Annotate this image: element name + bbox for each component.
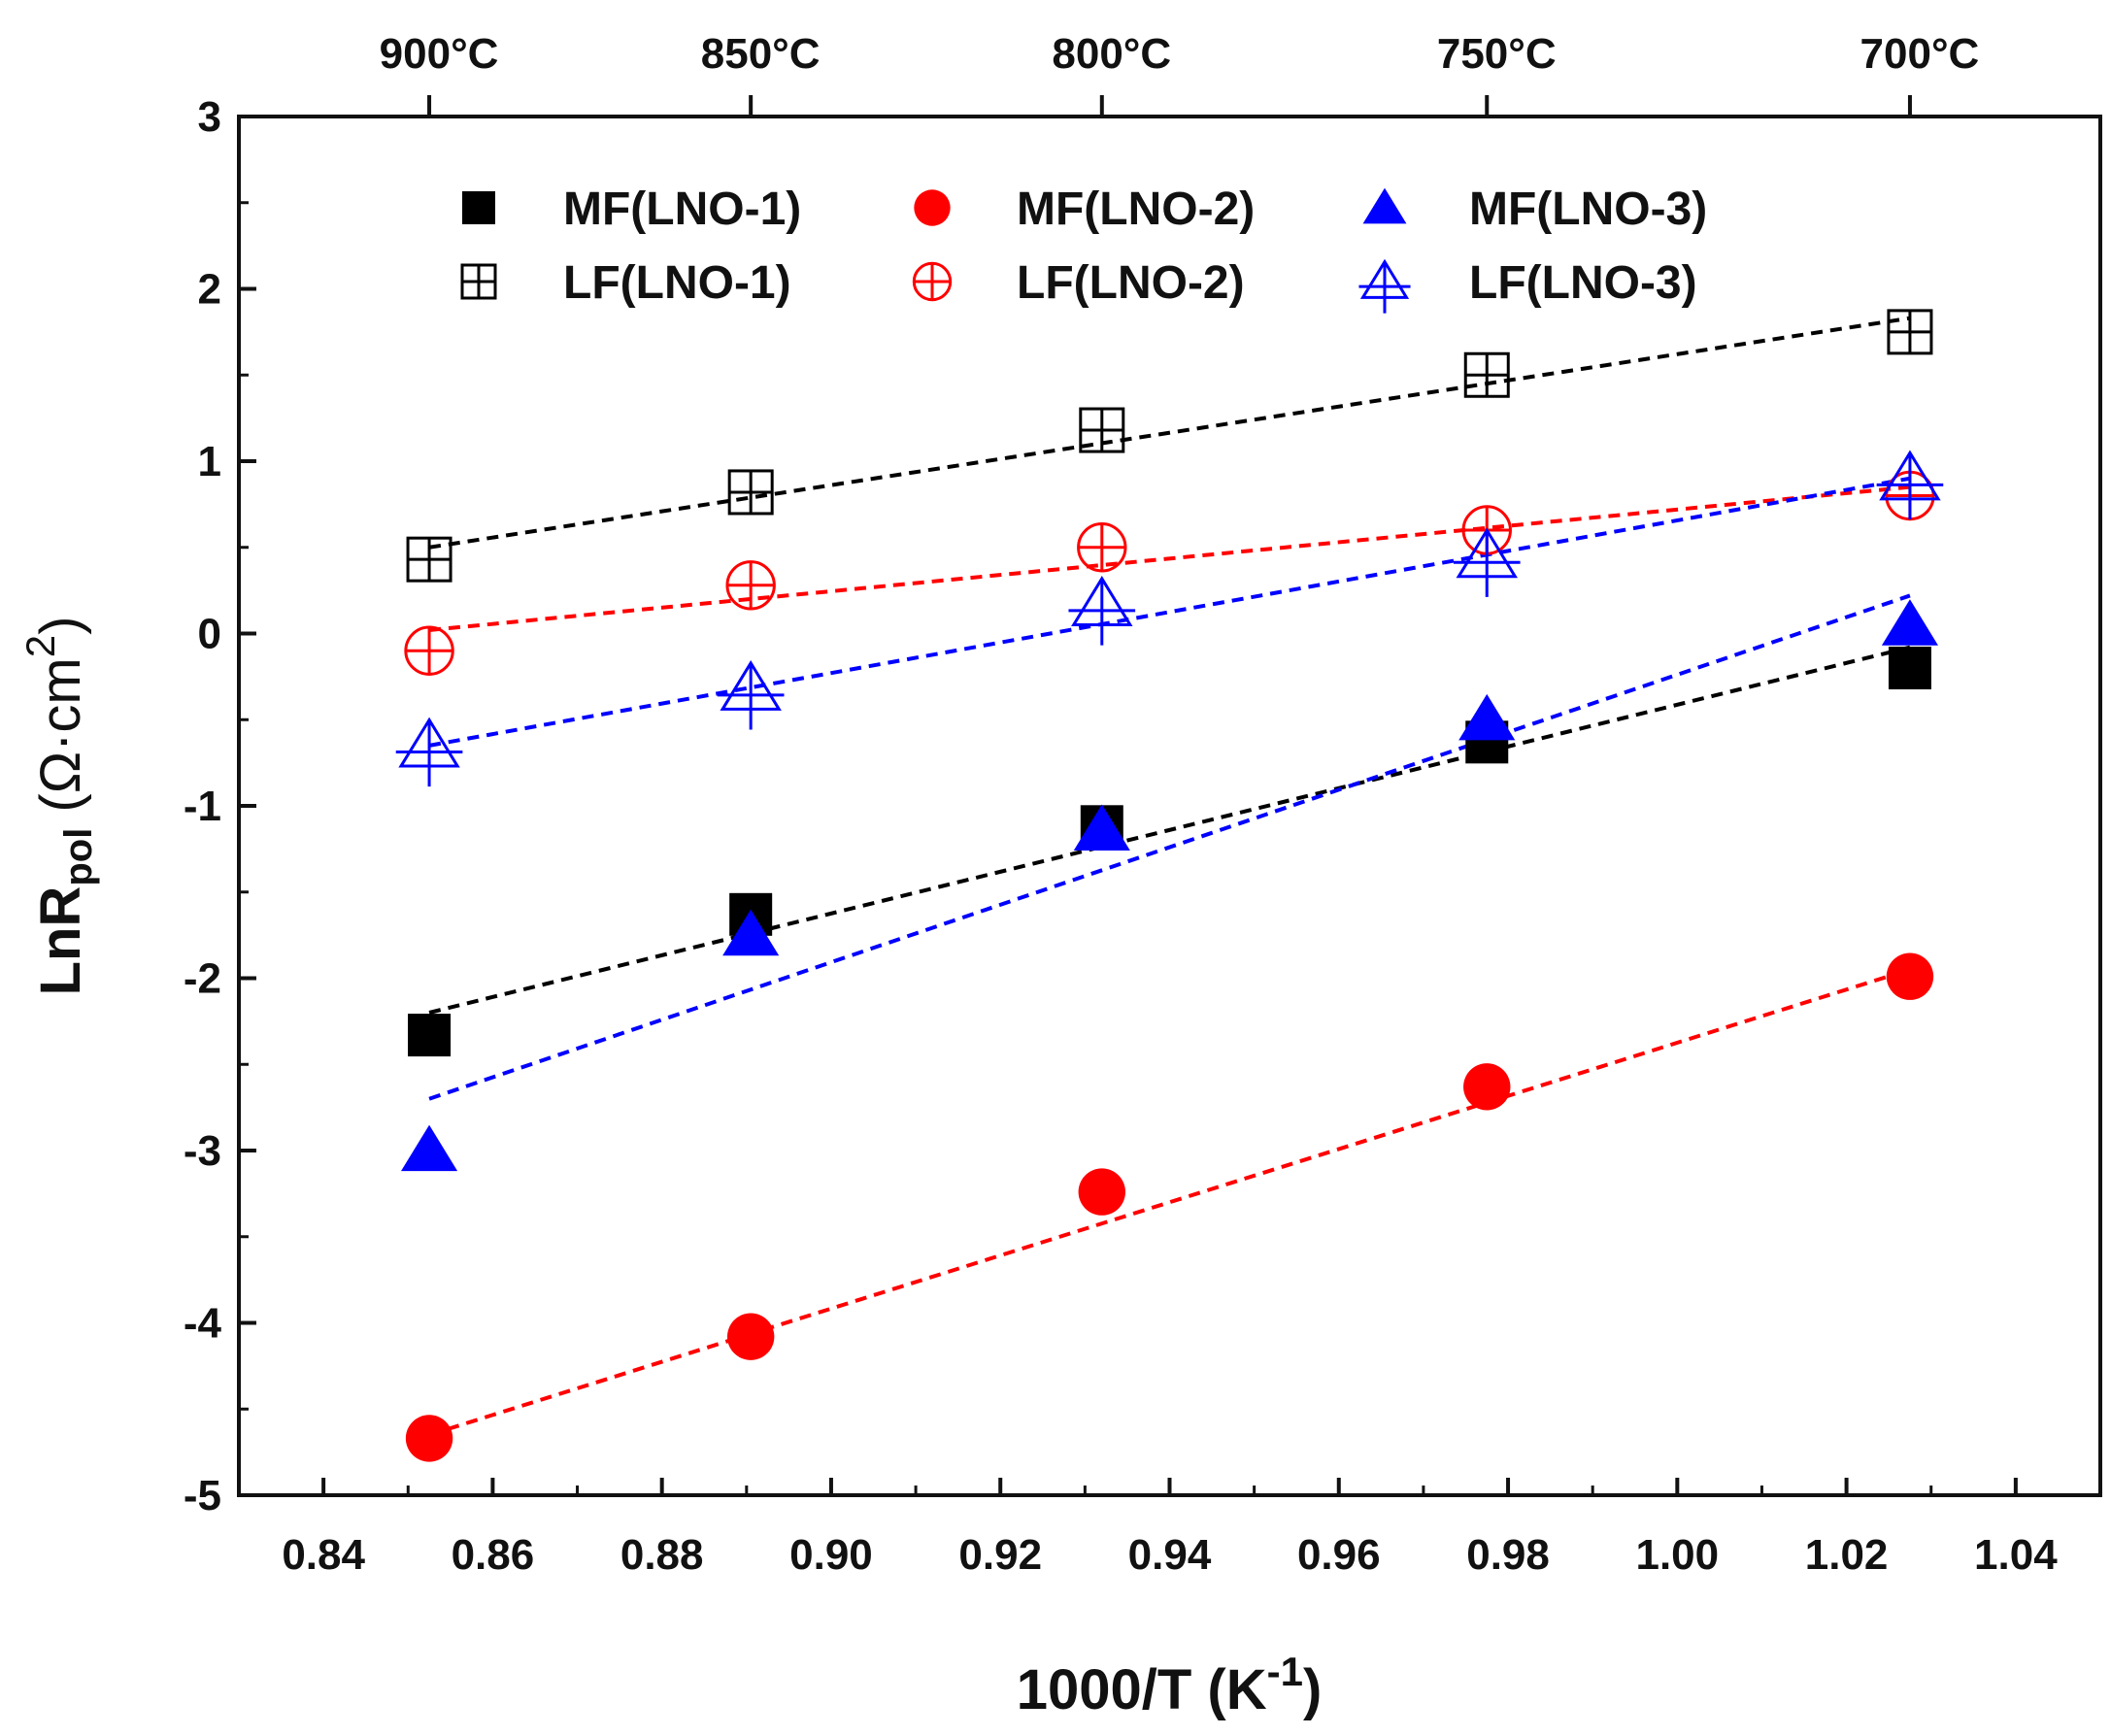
y-tick-label: -2 (184, 955, 221, 1003)
fit-line-series-3 (428, 593, 1911, 1101)
marker-shape (1458, 693, 1516, 741)
fit-line-series-4 (428, 316, 1911, 550)
marker-shape (401, 1124, 458, 1172)
marker-shape (1362, 187, 1407, 224)
x-tick-label: 1.04 (1974, 1531, 2058, 1579)
y-tick-label: 1 (198, 438, 221, 485)
data-point-series-3 (722, 909, 780, 956)
top-axis: 900°C 850°C 800°C 750°C 700°C (380, 30, 1980, 117)
data-point-series-2 (1886, 952, 1934, 1000)
fit-line-series-2 (428, 967, 1911, 1437)
x-axis: 0.84 0.86 0.88 0.90 0.92 0.94 0.96 0.98 1.00 1.02… (282, 1478, 2058, 1579)
legend-label: MF(LNO-2) (1017, 184, 1255, 235)
legend-label: LF(LNO-1) (563, 257, 791, 309)
x-tick-label: 0.96 (1297, 1531, 1381, 1579)
data-point-series-3 (1073, 804, 1130, 851)
x-tick-label: 0.88 (620, 1531, 704, 1579)
x-tick-label: 0.94 (1128, 1531, 1212, 1579)
x-tick-label: 0.90 (789, 1531, 873, 1579)
data-point-series-1 (408, 1014, 452, 1057)
marker-shape (1073, 804, 1130, 851)
x-tick-label: 0.86 (452, 1531, 535, 1579)
data-point-series-5 (1077, 522, 1127, 573)
top-tick-label: 850°C (701, 30, 821, 78)
data-markers (395, 309, 1944, 1462)
legend-label: MF(LNO-3) (1469, 184, 1707, 235)
data-point-series-6 (717, 660, 785, 730)
data-point-series-6 (1876, 450, 1944, 519)
y-tick-label: 0 (198, 611, 221, 658)
data-point-series-2 (405, 1415, 453, 1462)
y-tick-label: -3 (184, 1127, 221, 1175)
marker-shape (462, 191, 495, 224)
x-axis-title: 1000/T (K-1) (1017, 1649, 1323, 1721)
data-point-series-4 (727, 469, 774, 516)
data-point-series-3 (1458, 693, 1516, 741)
data-point-series-6 (1453, 527, 1521, 597)
data-point-series-2 (726, 1313, 775, 1360)
y-axis: 3 2 1 0 -1 -2 -3 -4 -5 (184, 93, 256, 1519)
data-point-series-4 (406, 536, 452, 583)
fit-line-series-5 (428, 484, 1911, 632)
y-tick-label: -4 (184, 1300, 222, 1348)
plot-frame (237, 115, 2102, 1497)
marker-shape (1881, 599, 1938, 646)
fit-line-series-1 (428, 645, 1911, 1015)
legend-marker (1362, 187, 1407, 224)
x-tick-label: 0.84 (282, 1531, 365, 1579)
data-point-series-2 (1078, 1168, 1125, 1216)
data-point-series-6 (395, 717, 463, 787)
marker-shape (722, 909, 780, 956)
legend-marker (1358, 258, 1411, 314)
marker-shape (914, 189, 951, 226)
data-point-series-1 (1888, 647, 1931, 689)
y-tick-label: 3 (198, 93, 221, 141)
y-tick-label: 2 (198, 266, 221, 314)
x-tick-label: 1.02 (1805, 1531, 1889, 1579)
data-point-series-6 (1068, 576, 1136, 646)
y-axis-title: LnRpol (Ω·cm2) (17, 617, 100, 996)
x-tick-label: 0.98 (1466, 1531, 1550, 1579)
data-point-series-4 (1887, 309, 1933, 355)
x-tick-label: 1.00 (1635, 1531, 1719, 1579)
data-point-series-4 (1463, 351, 1510, 398)
data-point-series-3 (401, 1124, 458, 1172)
legend-label: LF(LNO-2) (1017, 257, 1245, 309)
x-tick-label: 0.92 (958, 1531, 1042, 1579)
marker-shape (1886, 952, 1934, 1000)
legend-marker (460, 263, 497, 300)
fit-line-series-6 (428, 476, 1911, 748)
legend: MF(LNO-1) MF(LNO-2) MF(LNO-3) LF(LNO-1) LF(L… (460, 184, 1707, 314)
legend-label: LF(LNO-3) (1469, 257, 1697, 309)
marker-shape (1888, 647, 1931, 689)
legend-marker (462, 191, 495, 224)
top-tick-label: 800°C (1052, 30, 1171, 78)
top-tick-label: 750°C (1437, 30, 1557, 78)
marker-shape (1463, 1063, 1511, 1111)
data-point-series-5 (725, 560, 776, 611)
fit-lines (428, 316, 1911, 1437)
top-tick-label: 700°C (1860, 30, 1980, 78)
data-point-series-3 (1881, 599, 1938, 646)
legend-marker (912, 261, 953, 302)
marker-shape (1078, 1168, 1125, 1216)
legend-marker (914, 189, 951, 226)
top-tick-label: 900°C (380, 30, 499, 78)
marker-shape (408, 1014, 452, 1057)
marker-shape (405, 1415, 453, 1462)
y-tick-label: -5 (184, 1472, 221, 1519)
legend-label: MF(LNO-1) (563, 184, 801, 235)
data-point-series-4 (1079, 407, 1125, 453)
marker-shape (726, 1313, 775, 1360)
data-point-series-5 (404, 625, 454, 676)
y-tick-label: -1 (184, 783, 221, 830)
data-point-series-2 (1463, 1063, 1511, 1111)
